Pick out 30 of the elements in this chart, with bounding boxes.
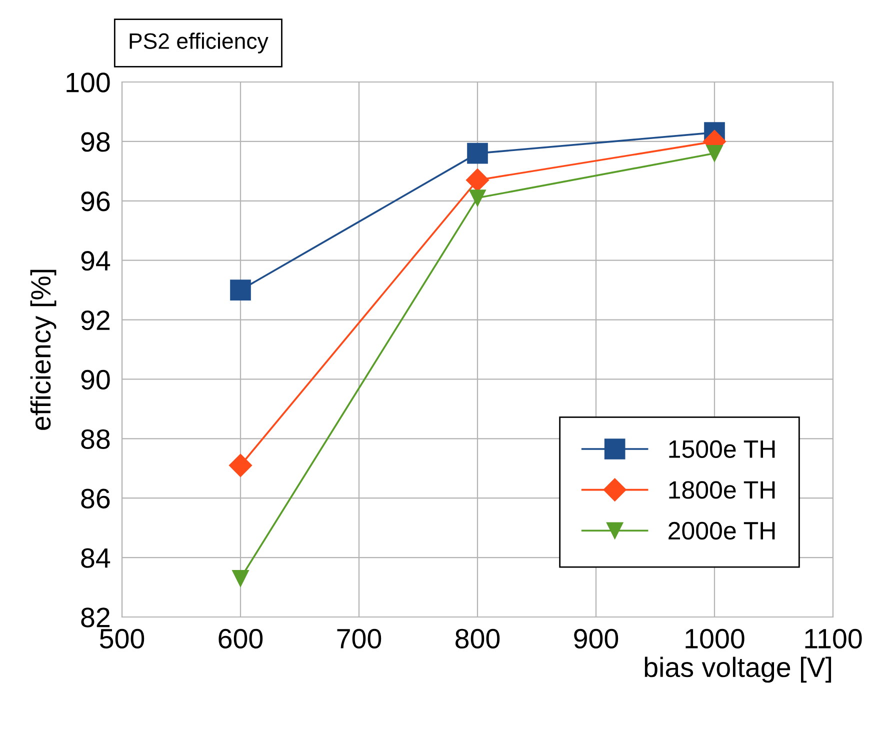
x-tick-label: 900 bbox=[574, 628, 618, 649]
point bbox=[706, 145, 723, 162]
x-tick-label: 600 bbox=[218, 628, 263, 649]
point bbox=[230, 280, 251, 300]
y-tick-label: 88 bbox=[81, 429, 110, 450]
x-tick-label: 1100 bbox=[805, 628, 862, 649]
point bbox=[467, 142, 488, 164]
legend-label: 2000e TH bbox=[668, 522, 775, 540]
x-tick-label: 800 bbox=[456, 628, 500, 649]
y-tick-label: 94 bbox=[81, 251, 110, 271]
x-tick-label: 500 bbox=[100, 628, 144, 649]
y-tick-label: 100 bbox=[66, 72, 110, 92]
x-axis-title: bias voltage [V] bbox=[644, 656, 832, 683]
legend-label: 1500e TH bbox=[669, 440, 775, 458]
y-tick-label: 96 bbox=[81, 192, 110, 212]
y-axis-title: efficiency [%] bbox=[30, 270, 56, 430]
y-tick-label: 90 bbox=[81, 370, 110, 390]
x-tick-label: 1000 bbox=[686, 628, 744, 649]
y-tick-label: 92 bbox=[81, 310, 110, 330]
point bbox=[466, 168, 489, 192]
y-tick-label: 98 bbox=[81, 132, 110, 152]
x-tick-label: 700 bbox=[337, 628, 382, 649]
y-tick-label: 86 bbox=[81, 488, 110, 508]
y-tick-label: 82 bbox=[81, 608, 110, 628]
legend-label: 1800e TH bbox=[669, 481, 775, 499]
chart-title: PS2 efficiency bbox=[130, 32, 268, 54]
point bbox=[469, 190, 486, 206]
point bbox=[232, 570, 249, 587]
y-tick-label: 84 bbox=[81, 548, 110, 568]
point bbox=[229, 454, 252, 477]
